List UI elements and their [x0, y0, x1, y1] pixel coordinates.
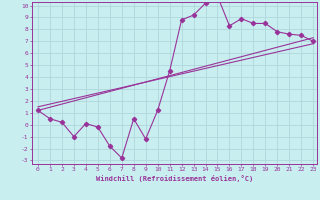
X-axis label: Windchill (Refroidissement éolien,°C): Windchill (Refroidissement éolien,°C)	[96, 175, 253, 182]
